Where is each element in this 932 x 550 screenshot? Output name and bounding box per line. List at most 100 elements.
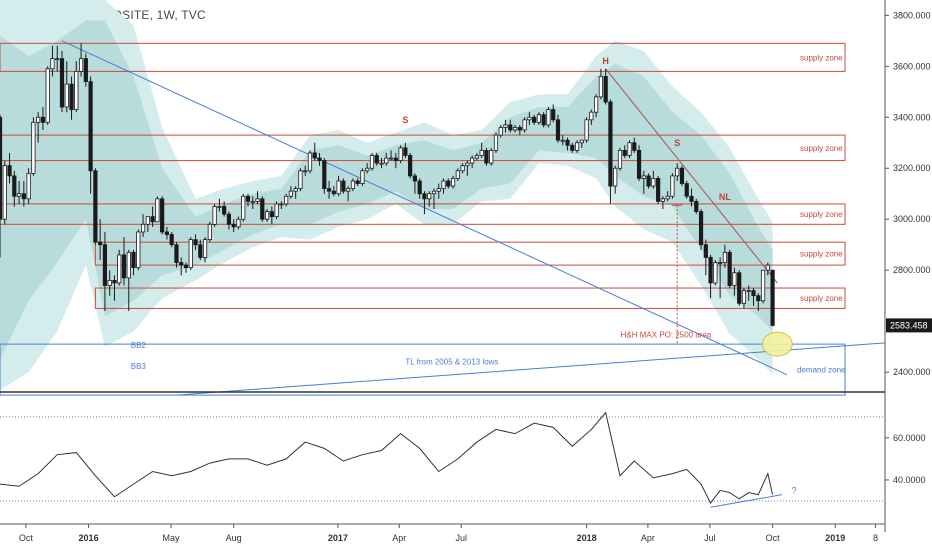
- rsi-line[interactable]: [0, 411, 774, 505]
- candle[interactable]: [694, 200, 699, 212]
- zone-box-2[interactable]: [0, 134, 846, 162]
- candle[interactable]: [341, 180, 346, 192]
- candle[interactable]: [403, 147, 408, 156]
- candle[interactable]: [293, 188, 298, 192]
- candle[interactable]: [179, 262, 184, 266]
- candle[interactable]: [298, 170, 303, 190]
- candle[interactable]: [675, 167, 680, 177]
- candle[interactable]: [527, 116, 532, 121]
- candle[interactable]: [646, 175, 651, 187]
- candle[interactable]: [651, 178, 656, 187]
- candle[interactable]: [498, 127, 503, 136]
- candle[interactable]: [393, 157, 398, 161]
- candle[interactable]: [150, 216, 155, 223]
- candle[interactable]: [446, 180, 451, 187]
- candle[interactable]: [718, 262, 723, 264]
- candle[interactable]: [69, 83, 74, 111]
- candle[interactable]: [40, 116, 46, 123]
- candle[interactable]: [384, 157, 389, 164]
- candle[interactable]: [412, 175, 418, 182]
- candle[interactable]: [346, 188, 351, 192]
- candle[interactable]: [245, 195, 251, 202]
- candle[interactable]: [713, 262, 718, 284]
- candle[interactable]: [31, 121, 36, 174]
- candle[interactable]: [183, 264, 189, 269]
- candle[interactable]: [374, 155, 379, 164]
- candle[interactable]: [336, 180, 341, 195]
- target-marker-circle[interactable]: [761, 331, 793, 357]
- candle[interactable]: [465, 162, 470, 167]
- candle[interactable]: [541, 114, 546, 126]
- candle[interactable]: [474, 155, 480, 159]
- candle[interactable]: [303, 170, 308, 173]
- candle[interactable]: [636, 149, 642, 179]
- candle[interactable]: [78, 58, 84, 72]
- candle[interactable]: [112, 279, 117, 284]
- candle[interactable]: [756, 295, 761, 302]
- candle[interactable]: [536, 114, 542, 123]
- candle[interactable]: [470, 157, 475, 164]
- candle[interactable]: [613, 167, 618, 187]
- candle[interactable]: [226, 213, 232, 225]
- candle[interactable]: [555, 119, 561, 141]
- candle[interactable]: [241, 195, 246, 220]
- candle[interactable]: [2, 165, 7, 220]
- candle[interactable]: [307, 152, 313, 172]
- candle[interactable]: [379, 162, 384, 165]
- candle[interactable]: [369, 155, 375, 169]
- candle[interactable]: [274, 203, 279, 218]
- candle[interactable]: [665, 195, 670, 200]
- candle[interactable]: [741, 290, 747, 304]
- candle[interactable]: [684, 183, 689, 197]
- candle[interactable]: [12, 175, 17, 197]
- candle[interactable]: [93, 170, 98, 243]
- candle[interactable]: [546, 109, 551, 126]
- candle[interactable]: [584, 119, 589, 141]
- candle[interactable]: [760, 269, 766, 302]
- candle[interactable]: [422, 193, 427, 200]
- candle[interactable]: [660, 198, 665, 202]
- candle[interactable]: [26, 172, 31, 200]
- candle[interactable]: [670, 175, 675, 197]
- candle[interactable]: [64, 83, 69, 108]
- candle[interactable]: [632, 142, 637, 151]
- candle[interactable]: [360, 170, 365, 184]
- candle[interactable]: [16, 193, 22, 197]
- candle[interactable]: [551, 109, 556, 121]
- candle[interactable]: [45, 68, 50, 123]
- candle[interactable]: [732, 272, 737, 286]
- candle[interactable]: [288, 190, 294, 197]
- candle[interactable]: [603, 76, 608, 103]
- candle[interactable]: [493, 134, 499, 151]
- candle[interactable]: [608, 101, 613, 187]
- candle[interactable]: [169, 234, 174, 246]
- candle[interactable]: [59, 58, 65, 108]
- candle[interactable]: [212, 206, 217, 225]
- candle[interactable]: [522, 119, 527, 131]
- candle[interactable]: [136, 231, 141, 269]
- candle[interactable]: [431, 190, 437, 195]
- trendline-3[interactable]: [605, 68, 778, 284]
- candle[interactable]: [484, 149, 489, 164]
- candle[interactable]: [594, 96, 599, 113]
- candle[interactable]: [770, 269, 775, 326]
- candle[interactable]: [727, 251, 732, 286]
- zone-box-6[interactable]: [0, 343, 846, 396]
- candle[interactable]: [121, 254, 127, 279]
- candle[interactable]: [279, 203, 284, 206]
- candle[interactable]: [627, 142, 632, 156]
- candle[interactable]: [398, 147, 403, 161]
- candle[interactable]: [703, 244, 708, 258]
- candle[interactable]: [222, 206, 227, 215]
- candle[interactable]: [50, 58, 55, 70]
- candle[interactable]: [145, 216, 150, 225]
- candle[interactable]: [322, 160, 327, 190]
- candle[interactable]: [174, 244, 179, 263]
- candle[interactable]: [532, 116, 537, 123]
- zone-box-3[interactable]: [0, 203, 846, 225]
- candle[interactable]: [102, 244, 108, 286]
- candle[interactable]: [126, 251, 131, 279]
- candle[interactable]: [355, 180, 360, 184]
- candle[interactable]: [489, 149, 494, 164]
- candle[interactable]: [679, 167, 685, 184]
